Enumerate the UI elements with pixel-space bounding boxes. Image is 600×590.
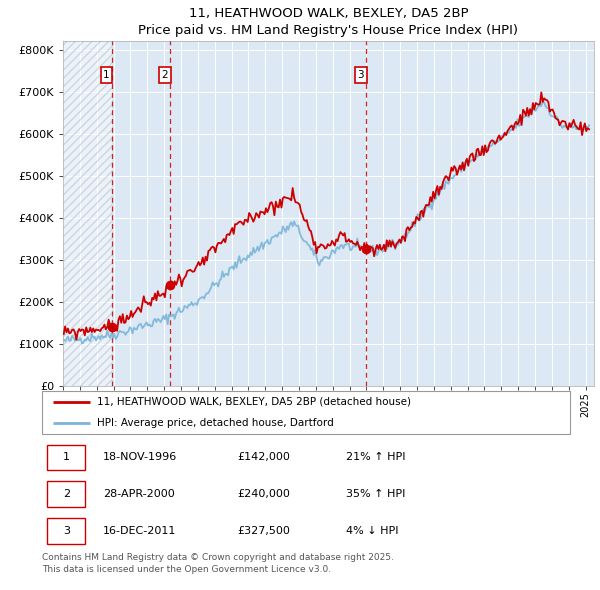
Text: HPI: Average price, detached house, Dartford: HPI: Average price, detached house, Dart…: [97, 418, 334, 428]
Point: [361, 244, 371, 253]
Text: 35% ↑ HPI: 35% ↑ HPI: [346, 489, 405, 499]
Text: £240,000: £240,000: [238, 489, 290, 499]
Point: [107, 322, 116, 332]
Text: £142,000: £142,000: [238, 453, 290, 463]
FancyBboxPatch shape: [47, 481, 85, 507]
Text: 11, HEATHWOOD WALK, BEXLEY, DA5 2BP (detached house): 11, HEATHWOOD WALK, BEXLEY, DA5 2BP (det…: [97, 397, 412, 407]
Text: 2: 2: [63, 489, 70, 499]
Text: 21% ↑ HPI: 21% ↑ HPI: [346, 453, 405, 463]
Text: 1: 1: [103, 70, 110, 80]
Bar: [63, 41, 112, 386]
FancyBboxPatch shape: [47, 445, 85, 470]
Text: 3: 3: [63, 526, 70, 536]
Text: 2: 2: [161, 70, 168, 80]
Text: 16-DEC-2011: 16-DEC-2011: [103, 526, 176, 536]
Bar: [63, 41, 112, 386]
Text: 1: 1: [63, 453, 70, 463]
Point: [165, 281, 175, 290]
Text: 3: 3: [358, 70, 364, 80]
Text: Contains HM Land Registry data © Crown copyright and database right 2025.
This d: Contains HM Land Registry data © Crown c…: [42, 553, 394, 574]
Text: 28-APR-2000: 28-APR-2000: [103, 489, 175, 499]
FancyBboxPatch shape: [42, 391, 570, 434]
Text: 4% ↓ HPI: 4% ↓ HPI: [346, 526, 398, 536]
Text: 18-NOV-1996: 18-NOV-1996: [103, 453, 177, 463]
Title: 11, HEATHWOOD WALK, BEXLEY, DA5 2BP
Price paid vs. HM Land Registry's House Pric: 11, HEATHWOOD WALK, BEXLEY, DA5 2BP Pric…: [139, 7, 518, 37]
Text: £327,500: £327,500: [238, 526, 290, 536]
FancyBboxPatch shape: [47, 518, 85, 543]
Bar: [112, 41, 170, 386]
